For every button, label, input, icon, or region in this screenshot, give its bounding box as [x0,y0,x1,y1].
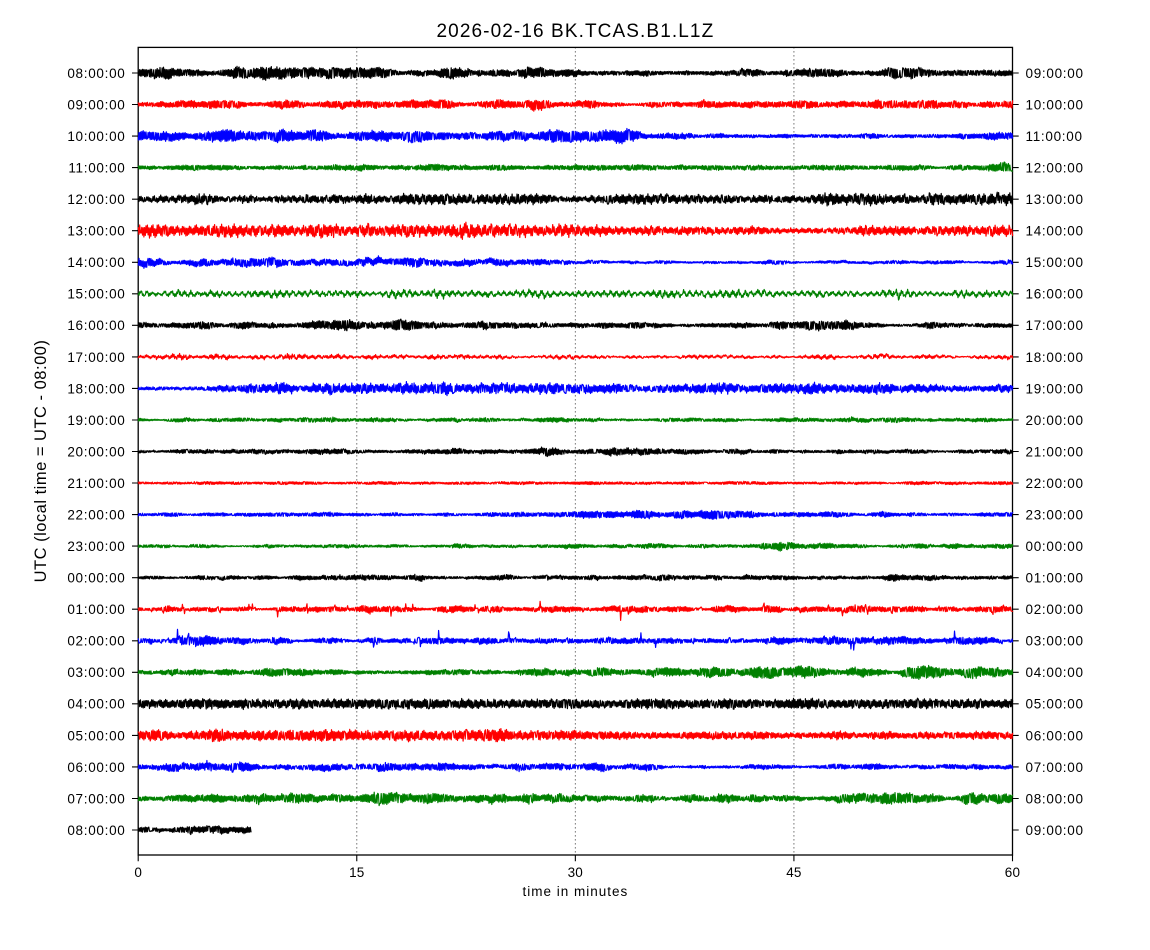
svg-text:20:00:00: 20:00:00 [1026,413,1084,428]
svg-text:03:00:00: 03:00:00 [67,665,125,680]
svg-text:13:00:00: 13:00:00 [67,224,125,239]
svg-text:05:00:00: 05:00:00 [1026,697,1084,712]
svg-text:01:00:00: 01:00:00 [1026,571,1084,586]
svg-text:08:00:00: 08:00:00 [67,66,125,81]
svg-text:15: 15 [349,865,364,880]
svg-text:22:00:00: 22:00:00 [1026,476,1084,491]
svg-text:07:00:00: 07:00:00 [67,791,125,806]
svg-text:21:00:00: 21:00:00 [67,476,125,491]
svg-text:12:00:00: 12:00:00 [67,192,125,207]
svg-text:UTC (local time = UTC - 08:00): UTC (local time = UTC - 08:00) [32,340,50,583]
svg-text:01:00:00: 01:00:00 [67,602,125,617]
svg-text:02:00:00: 02:00:00 [1026,602,1084,617]
svg-text:13:00:00: 13:00:00 [1026,192,1084,207]
svg-text:04:00:00: 04:00:00 [67,697,125,712]
svg-text:15:00:00: 15:00:00 [67,287,125,302]
svg-text:23:00:00: 23:00:00 [67,539,125,554]
svg-text:12:00:00: 12:00:00 [1026,161,1084,176]
svg-text:16:00:00: 16:00:00 [1026,287,1084,302]
svg-text:10:00:00: 10:00:00 [1026,97,1084,112]
svg-text:03:00:00: 03:00:00 [1026,634,1084,649]
svg-text:19:00:00: 19:00:00 [67,413,125,428]
svg-text:00:00:00: 00:00:00 [1026,539,1084,554]
svg-text:23:00:00: 23:00:00 [1026,508,1084,523]
svg-text:05:00:00: 05:00:00 [67,728,125,743]
svg-text:06:00:00: 06:00:00 [1026,728,1084,743]
svg-text:22:00:00: 22:00:00 [67,508,125,523]
svg-text:02:00:00: 02:00:00 [67,634,125,649]
svg-text:07:00:00: 07:00:00 [1026,760,1084,775]
svg-text:09:00:00: 09:00:00 [67,97,125,112]
svg-text:60: 60 [1005,865,1020,880]
svg-text:17:00:00: 17:00:00 [1026,318,1084,333]
svg-text:11:00:00: 11:00:00 [68,161,125,176]
svg-text:45: 45 [786,865,801,880]
svg-text:2026-02-16 BK.TCAS.B1.L1Z: 2026-02-16 BK.TCAS.B1.L1Z [436,21,714,42]
svg-text:04:00:00: 04:00:00 [1026,665,1084,680]
svg-text:06:00:00: 06:00:00 [67,760,125,775]
svg-text:08:00:00: 08:00:00 [67,823,125,838]
svg-text:09:00:00: 09:00:00 [1026,66,1084,81]
svg-text:15:00:00: 15:00:00 [1026,255,1084,270]
svg-text:30: 30 [568,865,583,880]
svg-text:08:00:00: 08:00:00 [1026,791,1084,806]
svg-text:10:00:00: 10:00:00 [67,129,125,144]
svg-text:18:00:00: 18:00:00 [67,381,125,396]
svg-text:20:00:00: 20:00:00 [67,444,125,459]
svg-text:11:00:00: 11:00:00 [1026,129,1083,144]
svg-text:09:00:00: 09:00:00 [1026,823,1084,838]
svg-text:14:00:00: 14:00:00 [1026,224,1084,239]
svg-text:17:00:00: 17:00:00 [67,350,125,365]
svg-text:0: 0 [134,865,142,880]
svg-text:21:00:00: 21:00:00 [1026,444,1084,459]
svg-text:14:00:00: 14:00:00 [67,255,125,270]
svg-text:19:00:00: 19:00:00 [1026,381,1084,396]
svg-text:time in minutes: time in minutes [523,884,629,899]
svg-text:16:00:00: 16:00:00 [67,318,125,333]
svg-text:18:00:00: 18:00:00 [1026,350,1084,365]
svg-text:00:00:00: 00:00:00 [67,571,125,586]
